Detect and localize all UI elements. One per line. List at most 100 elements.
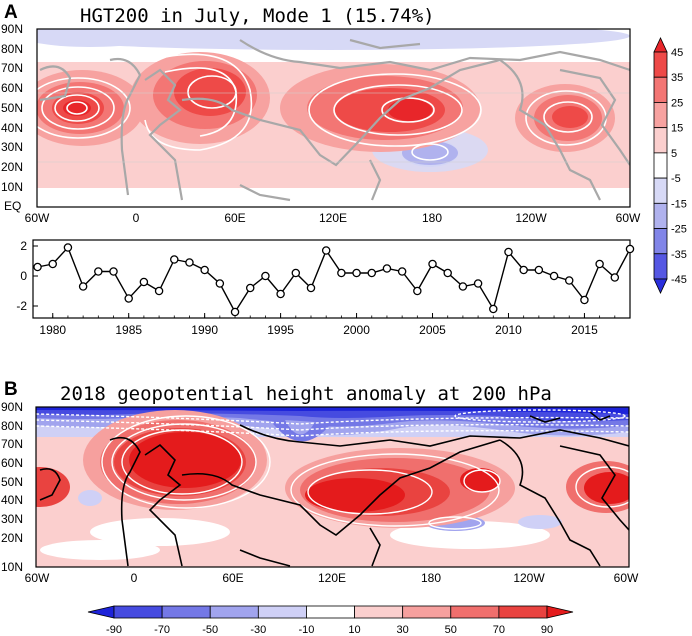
colorbar-level-label: 15	[671, 123, 683, 135]
y-tick-label: 2	[20, 239, 27, 253]
colorbar-swatch	[653, 127, 668, 154]
pc-data-point	[139, 277, 149, 287]
colorbar-level-label: -5	[671, 173, 681, 185]
pc-data-point	[321, 246, 331, 255]
panel-a-coastlines	[39, 38, 630, 202]
lat-tick-label: 20N	[1, 531, 23, 545]
panel-a-field	[37, 29, 630, 207]
colorbar-swatch	[161, 605, 211, 619]
colorbar-swatch	[653, 253, 668, 280]
panel-a-gridlines	[37, 92, 630, 163]
panel-a-map-frame	[36, 28, 631, 208]
colorbar-level-label: 45	[671, 47, 683, 59]
colorbar-swatch	[653, 278, 668, 294]
lat-tick-label: 80N	[1, 42, 23, 56]
x-tick-label: 1980	[39, 323, 66, 337]
y-tick-label: -2	[16, 299, 27, 313]
pc-data-point	[413, 286, 422, 296]
panel-b-lat-axis: 90N 80N 70N 60N 50N 40N 30N 20N 10N	[1, 400, 23, 574]
colorbar-level-label: -35	[671, 249, 687, 261]
colorbar-level-label: -50	[202, 624, 218, 636]
pc-data-point	[185, 258, 194, 267]
pc-data-point	[458, 282, 468, 291]
colorbar-swatch	[498, 605, 548, 619]
colorbar-level-label: 70	[493, 624, 505, 636]
lon-tick-label: 120W	[513, 571, 545, 585]
panel-a-contours	[37, 53, 607, 161]
pc-data-point	[367, 268, 377, 278]
colorbar-level-label: -45	[671, 274, 687, 286]
panel-a-lat-axis: 90N 80N 70N 60N 50N 40N 30N 20N 10N EQ	[1, 22, 23, 213]
lon-tick-label: 0	[131, 571, 138, 585]
pc-data-point	[230, 307, 240, 317]
pc-data-point	[48, 259, 57, 269]
x-tick-label: 1985	[115, 323, 142, 337]
colorbar-level-label: 50	[445, 624, 457, 636]
pc-data-point	[124, 294, 133, 303]
lat-tick-label: 20N	[1, 160, 23, 174]
pc-data-point	[215, 279, 225, 288]
panel-a-label: A	[4, 2, 18, 23]
x-tick-label: 2000	[343, 323, 370, 337]
pc-data-point	[595, 259, 604, 269]
pc-data-point	[170, 255, 179, 264]
panel-b-colorbar: -90 -70 -50 -30 -10 10 30 50 70 90	[87, 605, 574, 636]
colorbar-swatch	[209, 605, 259, 619]
colorbar-swatch	[546, 605, 574, 619]
x-tick-label: 2005	[419, 323, 446, 337]
lon-tick-label: 180	[421, 571, 441, 585]
panel-b-title: 2018 geopotential height anomaly at 200 …	[60, 383, 552, 405]
panel-b-coastlines	[39, 411, 629, 567]
colorbar-swatch	[354, 605, 404, 619]
lon-tick-label: 60W	[25, 571, 50, 585]
positive-center-north-america	[515, 84, 615, 152]
pc-data-point	[261, 271, 270, 281]
pc-data-point	[382, 264, 392, 273]
colorbar-swatch	[653, 152, 668, 179]
colorbar-swatch	[653, 76, 668, 103]
pc-series-line	[37, 246, 631, 314]
colorbar-level-label: 5	[671, 148, 677, 160]
colorbar-level-label: 90	[541, 624, 553, 636]
pc-data-point	[443, 268, 452, 278]
lon-tick-label: 0	[133, 211, 140, 225]
pc-y-axis: 2 0 -2	[16, 239, 38, 313]
lon-tick-label: 60W	[25, 211, 50, 225]
pc-data-point	[549, 271, 559, 281]
colorbar-level-label: -90	[106, 624, 122, 636]
colorbar-swatch	[653, 37, 668, 53]
panel-b-map-frame	[35, 406, 630, 568]
pc-data-point	[397, 267, 407, 276]
pc-data-point	[33, 262, 42, 272]
pc-series-points	[33, 243, 635, 317]
pc-data-point	[109, 267, 118, 276]
colorbar-level-label: 35	[671, 72, 683, 84]
pc-data-point	[580, 295, 589, 305]
pc-data-point	[276, 289, 285, 299]
colorbar-swatch	[87, 605, 115, 619]
positive-center-asia-2018	[285, 448, 515, 528]
pc-data-point	[154, 286, 164, 296]
colorbar-swatch	[450, 605, 500, 619]
lat-tick-label: 50N	[1, 101, 23, 115]
pc-x-axis: 1980 1985 1990 1995 2000 2005 2010 2015	[39, 313, 616, 337]
colorbar-level-label: 30	[397, 624, 409, 636]
x-tick-label: 2010	[495, 323, 522, 337]
lat-tick-label: 80N	[1, 419, 23, 433]
colorbar-level-label: 25	[671, 97, 683, 109]
pc-data-point	[94, 267, 103, 276]
colorbar-swatch	[402, 605, 452, 619]
x-tick-label: 2015	[571, 323, 598, 337]
pc-data-point	[519, 265, 528, 275]
pc-timeseries-plot: 2 0 -2 1980 1985 1990 1995 2000 2005 2010 2015	[16, 239, 635, 337]
pc-data-point	[245, 283, 255, 293]
pc-data-point	[610, 273, 620, 282]
lon-tick-label: 180	[422, 211, 442, 225]
pc-data-point	[63, 243, 73, 252]
colorbar-level-label: -30	[250, 624, 266, 636]
lat-tick-label: 30N	[1, 512, 23, 526]
pc-data-point	[473, 279, 483, 288]
lat-tick-label: 50N	[1, 475, 23, 489]
pc-data-point	[337, 268, 346, 278]
colorbar-swatch	[306, 605, 355, 619]
